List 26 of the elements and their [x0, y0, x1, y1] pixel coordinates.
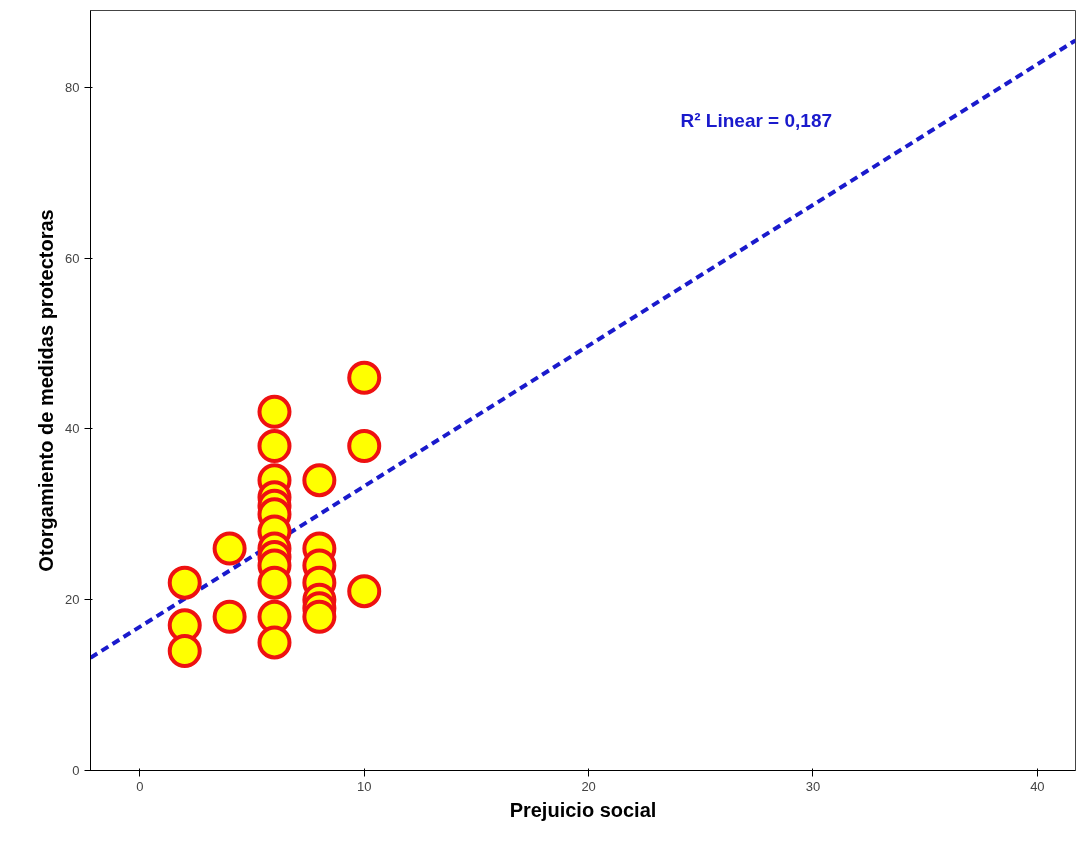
- y-tick-label: 0: [72, 763, 80, 778]
- x-tick-label: 20: [581, 778, 596, 794]
- point: [302, 463, 337, 498]
- point: [257, 429, 292, 463]
- point: [257, 625, 292, 660]
- annotation: R² Linear = 0,187: [680, 109, 833, 131]
- point: [167, 633, 202, 668]
- x-tick-label: 40: [1030, 778, 1045, 794]
- point: [347, 574, 382, 609]
- point: [347, 429, 382, 463]
- point: [212, 531, 247, 566]
- x-tick-label: 30: [805, 778, 821, 794]
- point: [167, 565, 202, 600]
- y-tick-label: 80: [65, 79, 80, 95]
- y-axis-title: Otorgamiento de medidas protectoras: [35, 209, 58, 572]
- x-tick-label: 10: [357, 778, 372, 794]
- x-axis-title: Prejuicio social: [509, 798, 657, 821]
- point: [347, 360, 382, 395]
- x-tick-label: 0: [136, 778, 144, 794]
- y-tick-label: 40: [65, 421, 80, 437]
- point: [257, 565, 292, 600]
- point: [302, 599, 337, 634]
- y-tick-label: 60: [65, 250, 80, 266]
- point: [257, 394, 292, 429]
- point: [212, 599, 247, 634]
- y-tick-label: 20: [65, 592, 80, 608]
